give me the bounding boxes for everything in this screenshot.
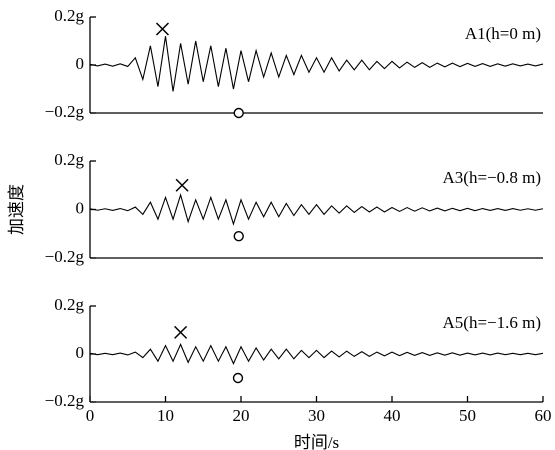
panel-label: A1(h=0 m) [465,24,541,43]
x-tick-label: 20 [233,406,250,425]
panel-label: A5(h=−1.6 m) [443,313,542,332]
x-tick-label: 30 [308,406,325,425]
y-tick-label: 0.2g [54,6,84,25]
x-axis-label: 时间/s [294,433,339,450]
peak-marker [155,22,170,36]
trough-marker [233,107,244,119]
peak-marker [175,178,189,192]
y-tick-label: −0.2g [45,247,85,266]
y-axis-label: 加速度 [7,184,26,235]
trough-marker [232,372,244,384]
x-tick-label: 40 [384,406,401,425]
y-tick-label: 0.2g [54,150,84,169]
y-tick-label: 0.2g [54,295,84,314]
y-tick-label: 0 [76,54,85,73]
x-tick-label: 10 [157,406,174,425]
y-tick-label: 0 [76,198,85,217]
waveform [89,193,544,226]
trough-marker [233,230,244,242]
peak-marker [174,325,188,339]
waveform [89,36,544,92]
y-tick-label: −0.2g [45,102,85,121]
x-tick-label: 60 [535,406,552,425]
x-tick-label: 0 [86,406,95,425]
y-tick-label: −0.2g [45,391,85,410]
y-tick-label: 0 [76,343,85,362]
panel-label: A3(h=−0.8 m) [443,168,542,187]
x-tick-label: 50 [459,406,476,425]
waveform [89,343,544,365]
